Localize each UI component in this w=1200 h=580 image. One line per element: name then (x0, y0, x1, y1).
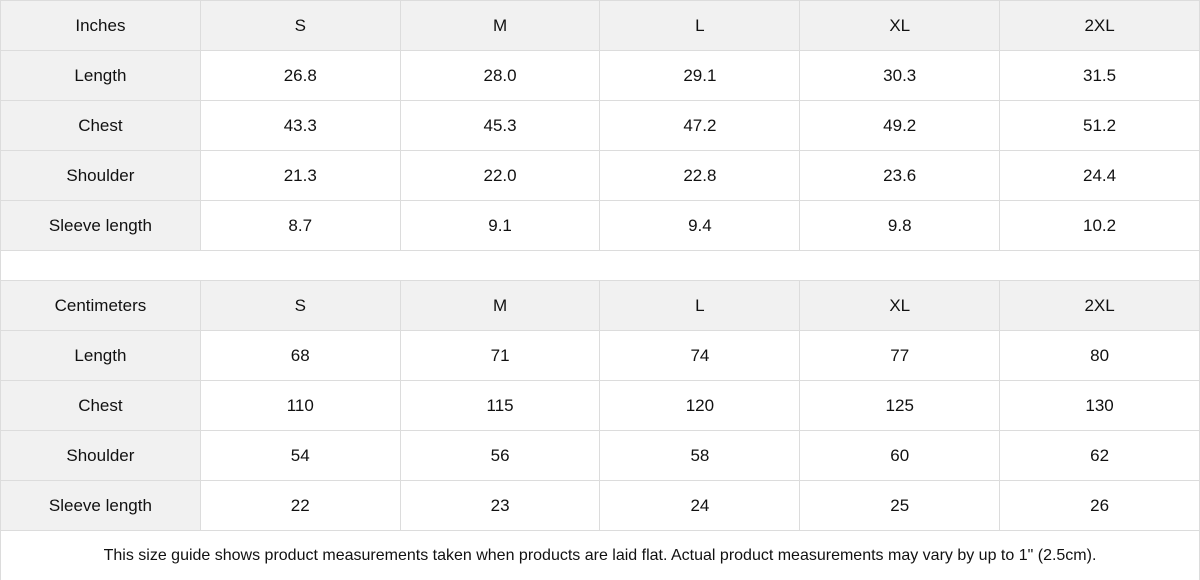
centimeters-header-cell: 2XL (999, 280, 1200, 331)
measurement-value: 74 (599, 330, 801, 381)
measurement-value: 26 (999, 480, 1200, 531)
measurement-label: Length (0, 50, 201, 101)
inches-header-cell: Inches (0, 0, 201, 51)
inches-header-cell: S (199, 0, 401, 51)
measurement-value: 26.8 (199, 50, 401, 101)
measurement-value: 30.3 (799, 50, 1001, 101)
measurement-value: 49.2 (799, 100, 1001, 151)
measurement-value: 125 (799, 380, 1001, 431)
measurement-value: 23 (399, 480, 601, 531)
inches-header-cell: L (599, 0, 801, 51)
inches-header-cell: 2XL (999, 0, 1200, 51)
inches-header-cell: M (399, 0, 601, 51)
measurement-value: 22 (199, 480, 401, 531)
measurement-label: Chest (0, 380, 201, 431)
measurement-value: 80 (999, 330, 1200, 381)
measurement-value: 10.2 (999, 200, 1200, 251)
measurement-value: 9.4 (599, 200, 801, 251)
measurement-value: 24 (599, 480, 801, 531)
measurement-value: 25 (799, 480, 1001, 531)
measurement-value: 60 (799, 430, 1001, 481)
centimeters-header-cell: S (199, 280, 401, 331)
measurement-value: 21.3 (199, 150, 401, 201)
spacer-row (0, 250, 1200, 281)
measurement-value: 77 (799, 330, 1001, 381)
centimeters-header-cell: XL (799, 280, 1001, 331)
measurement-label: Sleeve length (0, 200, 201, 251)
measurement-value: 22.8 (599, 150, 801, 201)
centimeters-row: Sleeve length 22 23 24 25 26 (0, 480, 1200, 531)
centimeters-row: Chest 110 115 120 125 130 (0, 380, 1200, 431)
measurement-value: 130 (999, 380, 1200, 431)
measurement-value: 56 (399, 430, 601, 481)
measurement-value: 51.2 (999, 100, 1200, 151)
measurement-value: 22.0 (399, 150, 601, 201)
measurement-value: 43.3 (199, 100, 401, 151)
measurement-value: 110 (199, 380, 401, 431)
note-row: This size guide shows product measuremen… (0, 530, 1200, 580)
measurement-value: 71 (399, 330, 601, 381)
centimeters-header-row: Centimeters S M L XL 2XL (0, 280, 1200, 331)
measurement-value: 115 (399, 380, 601, 431)
measurement-label: Chest (0, 100, 201, 151)
measurement-value: 9.1 (399, 200, 601, 251)
inches-row: Sleeve length 8.7 9.1 9.4 9.8 10.2 (0, 200, 1200, 251)
measurement-value: 23.6 (799, 150, 1001, 201)
measurement-value: 68 (199, 330, 401, 381)
centimeters-row: Shoulder 54 56 58 60 62 (0, 430, 1200, 481)
measurement-value: 31.5 (999, 50, 1200, 101)
inches-header-row: Inches S M L XL 2XL (0, 0, 1200, 51)
measurement-value: 9.8 (799, 200, 1001, 251)
inches-row: Shoulder 21.3 22.0 22.8 23.6 24.4 (0, 150, 1200, 201)
measurement-value: 45.3 (399, 100, 601, 151)
centimeters-header-cell: M (399, 280, 601, 331)
size-guide-note: This size guide shows product measuremen… (0, 530, 1200, 580)
measurement-label: Shoulder (0, 150, 201, 201)
measurement-value: 120 (599, 380, 801, 431)
measurement-value: 58 (599, 430, 801, 481)
measurement-value: 28.0 (399, 50, 601, 101)
measurement-label: Sleeve length (0, 480, 201, 531)
inches-row: Length 26.8 28.0 29.1 30.3 31.5 (0, 50, 1200, 101)
measurement-value: 8.7 (199, 200, 401, 251)
measurement-label: Length (0, 330, 201, 381)
inches-row: Chest 43.3 45.3 47.2 49.2 51.2 (0, 100, 1200, 151)
centimeters-header-cell: Centimeters (0, 280, 201, 331)
centimeters-header-cell: L (599, 280, 801, 331)
inches-header-cell: XL (799, 0, 1001, 51)
measurement-label: Shoulder (0, 430, 201, 481)
centimeters-row: Length 68 71 74 77 80 (0, 330, 1200, 381)
measurement-value: 47.2 (599, 100, 801, 151)
measurement-value: 24.4 (999, 150, 1200, 201)
measurement-value: 29.1 (599, 50, 801, 101)
measurement-value: 62 (999, 430, 1200, 481)
measurement-value: 54 (199, 430, 401, 481)
spacer (0, 250, 1200, 281)
